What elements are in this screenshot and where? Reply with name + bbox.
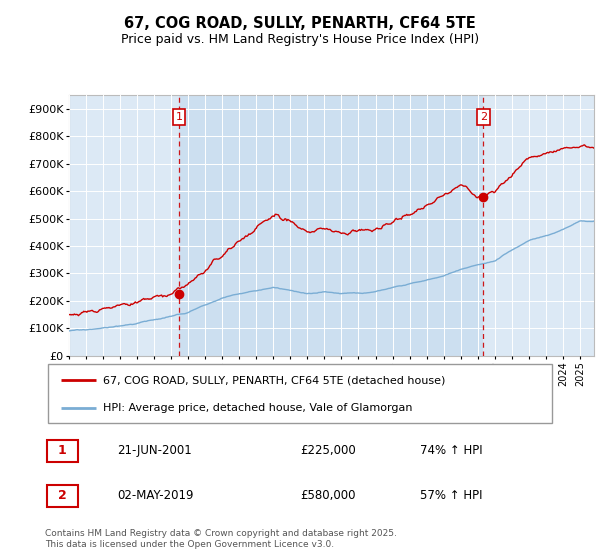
Text: 67, COG ROAD, SULLY, PENARTH, CF64 5TE: 67, COG ROAD, SULLY, PENARTH, CF64 5TE — [124, 16, 476, 31]
Text: £225,000: £225,000 — [300, 444, 356, 458]
Text: 2: 2 — [58, 489, 67, 502]
FancyBboxPatch shape — [48, 364, 552, 423]
Text: 1: 1 — [176, 112, 182, 122]
Text: Price paid vs. HM Land Registry's House Price Index (HPI): Price paid vs. HM Land Registry's House … — [121, 32, 479, 46]
Text: 2: 2 — [480, 112, 487, 122]
Text: £580,000: £580,000 — [300, 489, 355, 502]
Text: 74% ↑ HPI: 74% ↑ HPI — [420, 444, 482, 458]
FancyBboxPatch shape — [47, 484, 78, 507]
Bar — [179, 95, 484, 356]
Text: 1: 1 — [58, 444, 67, 458]
Text: HPI: Average price, detached house, Vale of Glamorgan: HPI: Average price, detached house, Vale… — [103, 403, 413, 413]
FancyBboxPatch shape — [47, 440, 78, 462]
Text: 67, COG ROAD, SULLY, PENARTH, CF64 5TE (detached house): 67, COG ROAD, SULLY, PENARTH, CF64 5TE (… — [103, 375, 446, 385]
Text: 57% ↑ HPI: 57% ↑ HPI — [420, 489, 482, 502]
Text: 21-JUN-2001: 21-JUN-2001 — [117, 444, 192, 458]
Text: Contains HM Land Registry data © Crown copyright and database right 2025.
This d: Contains HM Land Registry data © Crown c… — [45, 529, 397, 549]
Text: 02-MAY-2019: 02-MAY-2019 — [117, 489, 193, 502]
